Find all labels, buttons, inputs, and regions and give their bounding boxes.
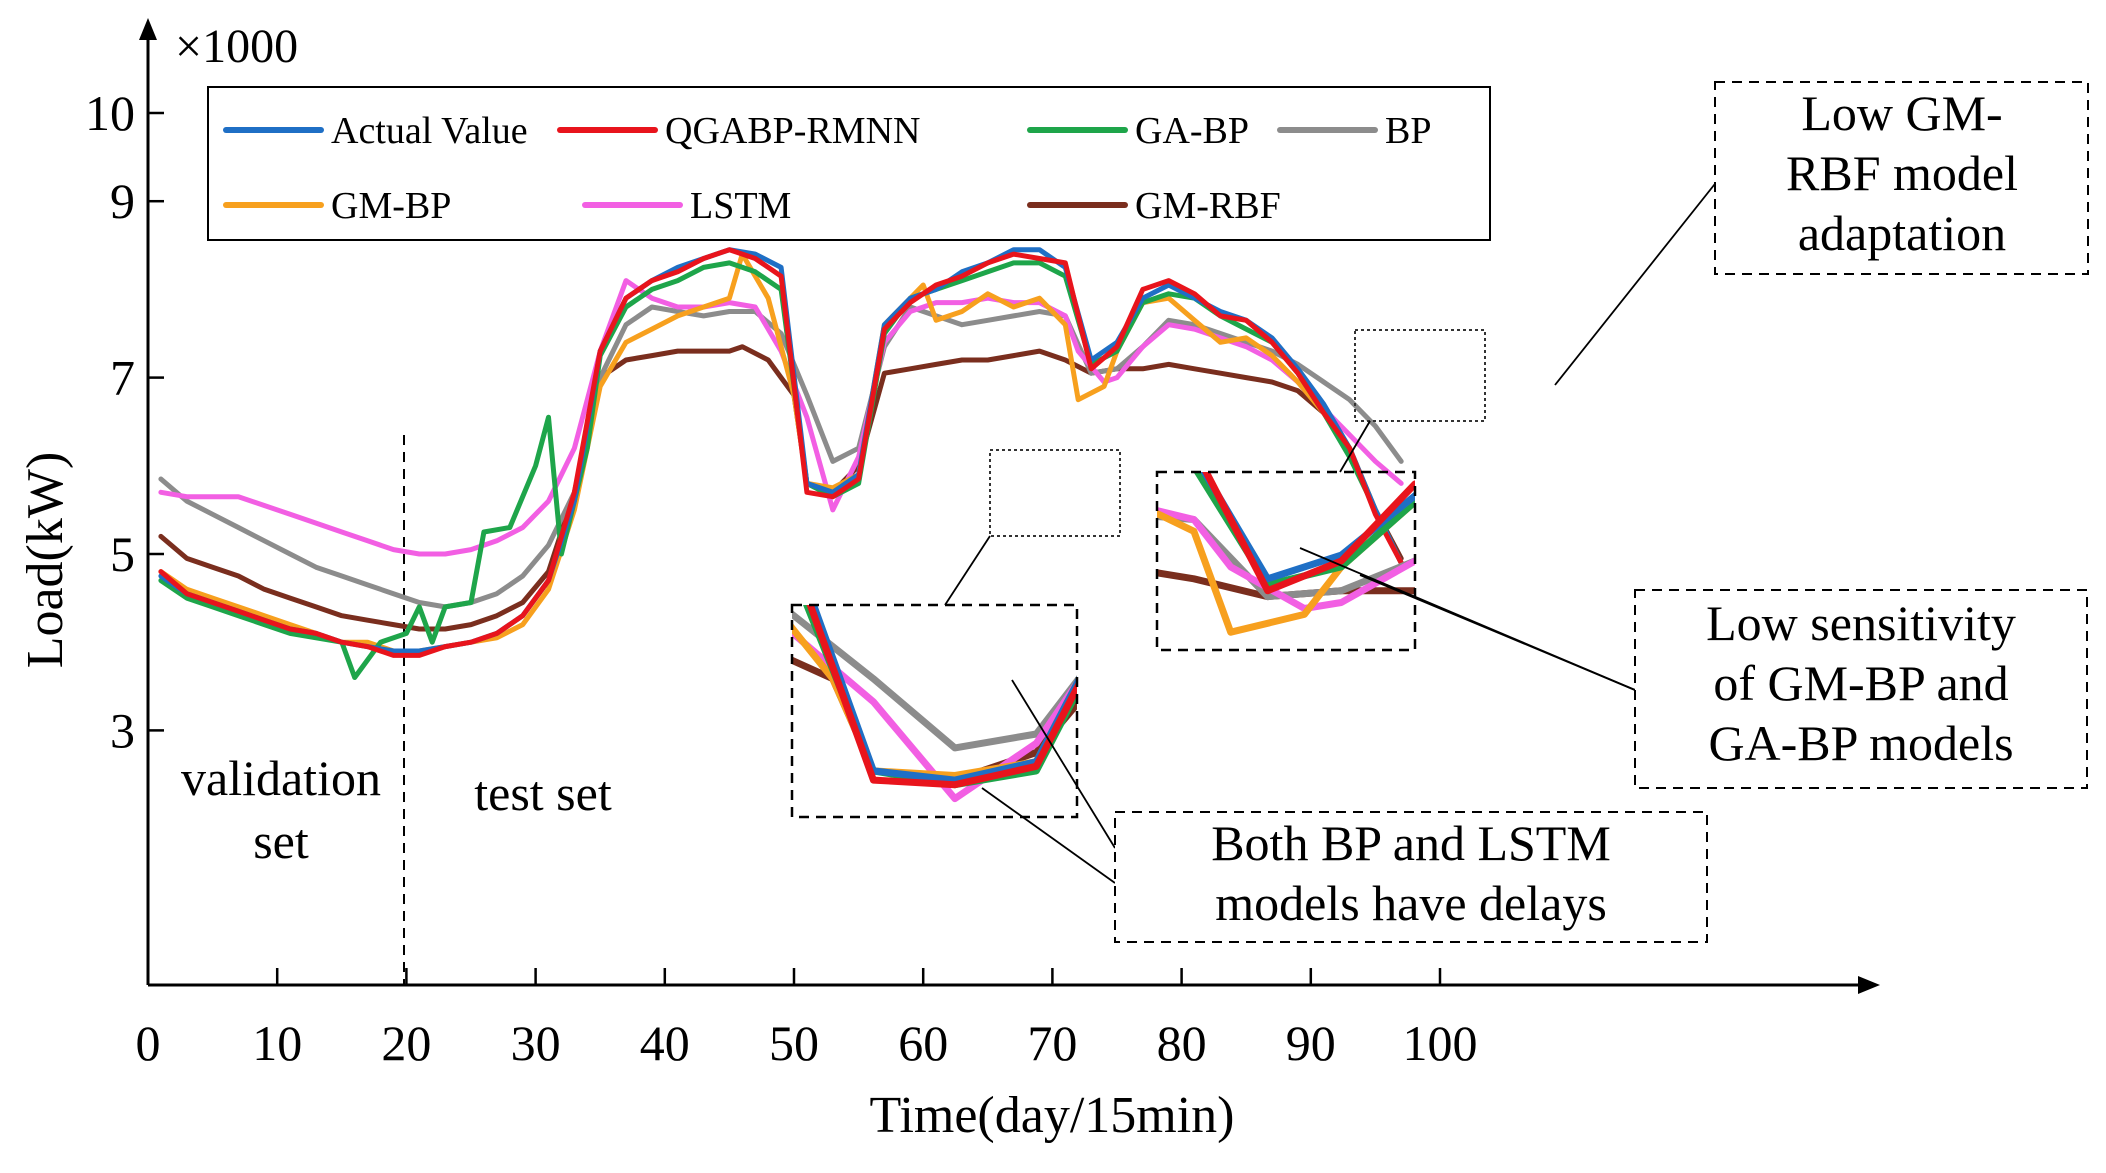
x-axis-title: Time(day/15min)	[870, 1087, 1235, 1144]
y-tick-label: 7	[110, 350, 135, 406]
x-tick-label: 60	[898, 1015, 948, 1071]
legend-label-qgabp-rmnn: QGABP-RMNN	[665, 110, 920, 152]
y-tick-label: 5	[110, 526, 135, 582]
inset-1-lines-actual-value	[809, 605, 1077, 784]
connector-note1	[1554, 174, 1723, 386]
annotation-note-1-line-3: adaptation	[1798, 205, 2006, 261]
legend-label-actual-value: Actual Value	[331, 110, 528, 152]
x-tick-label: 40	[640, 1015, 690, 1071]
series-line-gm-rbf	[158, 344, 1404, 632]
legend: Actual Value QGABP-RMNN GA-BP BP GM-BP LSTM GM…	[207, 86, 1491, 241]
legend-items: Actual Value QGABP-RMNN GA-BP BP GM-BP LSTM GM…	[223, 110, 1431, 227]
x-tick-label: 0	[136, 1015, 161, 1071]
validation-set-label: validation set	[181, 750, 381, 869]
connector-box2-inset2	[1339, 420, 1371, 473]
zoom-inset-1	[790, 603, 1079, 819]
y-axis-title: Load(kW)	[17, 452, 74, 669]
axes	[139, 18, 1880, 994]
x-tick-label: 30	[511, 1015, 561, 1071]
y-tick-label: 3	[110, 702, 135, 758]
validation-set-label-line-1: validation	[181, 750, 381, 806]
y-tick-label: 9	[110, 173, 135, 229]
series-line-ga-bp	[158, 260, 1404, 680]
x-tick-label: 50	[769, 1015, 819, 1071]
series-line-lstm	[158, 278, 1404, 557]
inset-2-lines-actual-value	[1200, 472, 1415, 583]
connector-note2-b	[1359, 574, 1636, 691]
legend-box	[207, 86, 1491, 241]
validation-set-label-line-2: set	[253, 813, 309, 869]
connector-note3-b	[981, 787, 1116, 884]
zoom-inset-1-lines	[792, 605, 1077, 803]
connector-lines	[944, 174, 1723, 884]
annotation-note-3-line-1: Both BP and LSTM	[1211, 815, 1611, 871]
annotation-note-2: Low sensitivity of GM-BP and GA-BP model…	[1634, 589, 2088, 789]
x-tick-label: 70	[1027, 1015, 1077, 1071]
y-tick-label: 10	[85, 85, 135, 141]
annotation-note-3: Both BP and LSTM models have delays	[1114, 811, 1708, 943]
zoom-inset-2	[1155, 470, 1417, 652]
connector-box1-inset1	[944, 535, 991, 606]
test-set-label: test set	[474, 765, 612, 821]
zoom-inset-2-lines	[1157, 472, 1415, 636]
annotation-note-3-line-2: models have delays	[1215, 875, 1607, 931]
series-line-bp	[158, 304, 1404, 610]
annotation-note-1-line-2: RBF model	[1786, 145, 2018, 201]
inset-1-lines-bp	[792, 610, 1077, 752]
connector-note3-a	[1011, 679, 1116, 849]
annotation-note-1: Low GM- RBF model adaptation	[1714, 81, 2089, 275]
series-line-qgabp-rmnn	[158, 247, 1404, 658]
inset-2-lines-lstm	[1157, 506, 1415, 612]
highlight-box-dip-72	[1354, 329, 1486, 422]
x-tick-label: 90	[1286, 1015, 1336, 1071]
y-ticks: 3 5 7 9 10	[85, 85, 164, 758]
annotation-note-2-line-1: Low sensitivity	[1706, 595, 2016, 651]
x-tick-label: 80	[1157, 1015, 1207, 1071]
x-axis-arrow	[1858, 976, 1880, 994]
x-tick-label: 20	[381, 1015, 431, 1071]
legend-label-gm-rbf: GM-RBF	[1135, 185, 1281, 227]
legend-label-gm-bp: GM-BP	[331, 185, 451, 227]
series-layer	[158, 247, 1404, 680]
x-tick-label: 10	[252, 1015, 302, 1071]
x-tick-label: 100	[1403, 1015, 1478, 1071]
annotation-note-1-line-1: Low GM-	[1801, 85, 2002, 141]
highlight-boxes	[989, 329, 1486, 537]
annotation-note-2-line-3: GA-BP models	[1708, 715, 2013, 771]
inset-2-lines-gm-bp	[1157, 498, 1415, 636]
y-multiplier: ×1000	[175, 20, 298, 73]
inset-1-lines-lstm	[792, 628, 1077, 803]
annotation-note-2-line-2: of GM-BP and	[1713, 655, 2008, 711]
legend-label-lstm: LSTM	[690, 185, 791, 227]
y-axis-arrow	[139, 18, 157, 40]
highlight-box-dip-50	[989, 449, 1121, 537]
inset-2-lines-qgabp-rmnn	[1202, 472, 1415, 595]
legend-label-bp: BP	[1385, 110, 1431, 152]
x-ticks: 0 10 20 30 40 50 60 70 80 90 100	[136, 968, 1478, 1071]
legend-label-ga-bp: GA-BP	[1135, 110, 1249, 152]
